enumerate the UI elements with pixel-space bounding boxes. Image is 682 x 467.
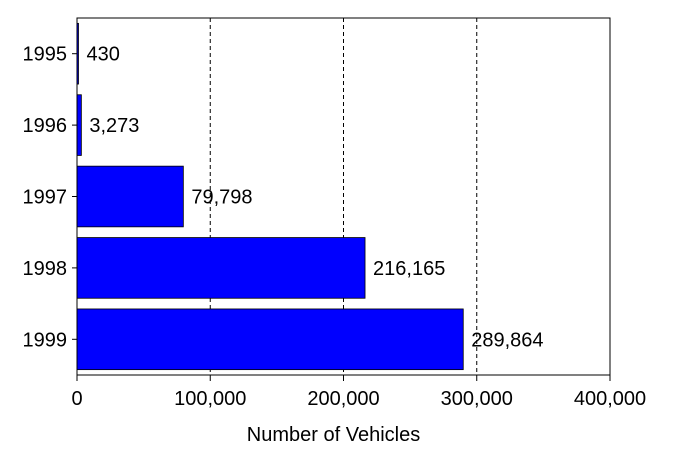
x-tick-label: 0 <box>71 388 82 410</box>
bar-1998 <box>76 237 366 299</box>
x-tick-label: 100,000 <box>174 388 246 410</box>
data-label-1996: 3,273 <box>89 115 139 137</box>
data-labels: 430 3,273 79,798 216,165 289,864 <box>87 44 544 352</box>
data-label-1997: 79,798 <box>191 187 252 209</box>
x-axis-title: Number of Vehicles <box>247 424 420 446</box>
y-tick-label-1996: 1996 <box>23 115 68 137</box>
y-tick-label-1999: 1999 <box>23 329 68 351</box>
data-label-1995: 430 <box>87 44 120 66</box>
data-label-1999: 289,864 <box>471 329 543 351</box>
y-tick-label-1995: 1995 <box>23 44 68 66</box>
bar-1997 <box>76 165 184 228</box>
x-tick-label: 200,000 <box>307 388 379 410</box>
data-label-1998: 216,165 <box>373 258 445 280</box>
bar-1999 <box>76 308 464 371</box>
y-tick-label-1997: 1997 <box>23 187 68 209</box>
y-tick-label-1998: 1998 <box>23 258 68 280</box>
axis-ticks: 1995 1996 1997 1998 1999 0 100,000 200,000 300,0… <box>23 44 647 410</box>
x-tick-label: 400,000 <box>574 388 646 410</box>
x-tick-label: 300,000 <box>441 388 513 410</box>
bars <box>76 22 464 371</box>
bar-1996 <box>76 94 82 156</box>
